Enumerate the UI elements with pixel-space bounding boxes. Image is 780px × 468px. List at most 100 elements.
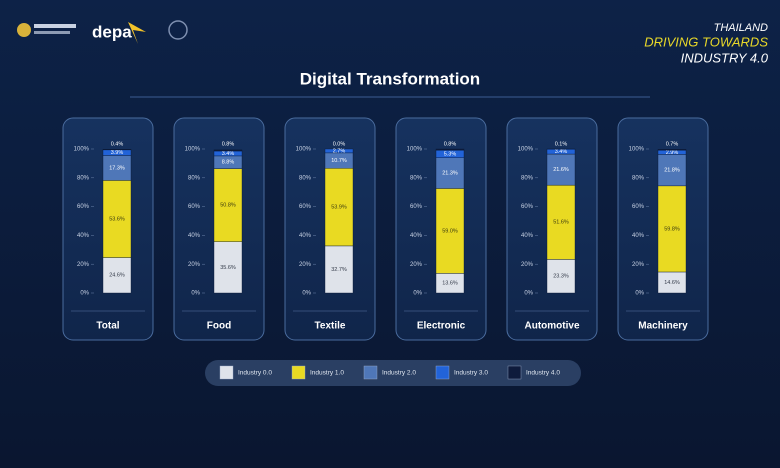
y-tick-label: 60% [521, 204, 534, 210]
legend-swatch [219, 365, 234, 380]
logo: depa [92, 22, 132, 41]
y-tick-label: 80% [188, 175, 201, 181]
tagline: THAILAND [714, 22, 768, 34]
value-label: 3.9% [111, 150, 124, 156]
x-tick-label: Machinery [638, 321, 688, 332]
value-label: 0.1% [555, 141, 568, 147]
y-tick-label: 60% [188, 204, 201, 210]
bar-segment [657, 149, 687, 151]
x-tick-label: Textile [315, 321, 346, 332]
legend-label: Industry 0.0 [238, 370, 272, 377]
value-label: 21.8% [664, 168, 680, 174]
legend-swatch [435, 365, 450, 380]
y-tick-label: 0% [635, 291, 644, 297]
bar-segment [546, 259, 576, 294]
bar-segment [213, 241, 243, 294]
y-tick-label: 80% [521, 175, 534, 181]
value-label: 2.7% [333, 148, 346, 154]
logo-mark [128, 22, 146, 44]
value-label: 0.8% [444, 141, 457, 147]
value-label: 21.6% [553, 167, 569, 173]
y-tick-label: 60% [632, 204, 645, 210]
y-tick-label: 0% [413, 291, 422, 297]
y-tick-label: 40% [410, 233, 423, 239]
legend-label: Industry 1.0 [310, 370, 344, 377]
y-tick-label: 0% [302, 291, 311, 297]
value-label: 3.4% [555, 149, 568, 155]
value-label: 13.6% [442, 281, 458, 287]
bar-segment [324, 148, 354, 154]
x-tick-label: Total [96, 321, 119, 332]
value-label: 8.8% [222, 160, 235, 166]
legend-swatch [507, 365, 522, 380]
legend-label: Industry 4.0 [526, 370, 560, 377]
legend-label: Industry 3.0 [454, 370, 488, 377]
y-tick-label: 100% [518, 147, 534, 153]
value-label: 17.3% [109, 165, 125, 171]
bar-segment [435, 188, 465, 274]
y-tick-label: 60% [77, 204, 90, 210]
y-tick-label: 20% [632, 262, 645, 268]
value-label: 59.8% [664, 226, 680, 232]
y-tick-label: 40% [188, 233, 201, 239]
y-tick-label: 40% [632, 233, 645, 239]
x-tick-label: Electronic [417, 321, 466, 332]
value-label: 50.8% [220, 203, 236, 209]
value-label: 59.0% [442, 228, 458, 234]
bar-segment [435, 148, 465, 151]
bar-segment [102, 149, 132, 151]
bar-segment [546, 184, 576, 260]
y-tick-label: 20% [299, 262, 312, 268]
y-tick-label: 60% [299, 204, 312, 210]
value-label: 0.4% [111, 141, 124, 147]
bar-segment [546, 153, 576, 186]
legend-label: Industry 2.0 [382, 370, 416, 377]
y-tick-label: 80% [77, 175, 90, 181]
y-tick-label: 80% [632, 175, 645, 181]
y-tick-label: 100% [296, 147, 312, 153]
bar-segment [213, 149, 243, 152]
value-label: 0.0% [333, 141, 346, 147]
value-label: 2.9% [666, 150, 679, 156]
value-label: 35.6% [220, 265, 236, 271]
x-tick-label: Automotive [525, 321, 580, 332]
logo-icon [17, 23, 31, 37]
bar-segment [435, 157, 465, 189]
logo-text-block [34, 24, 76, 28]
bar-segment [102, 180, 132, 258]
bar-segment [102, 257, 132, 294]
value-label: 14.6% [664, 280, 680, 286]
value-label: 53.9% [331, 205, 347, 211]
value-label: 21.3% [442, 171, 458, 177]
y-tick-label: 100% [74, 147, 90, 153]
y-tick-label: 40% [521, 233, 534, 239]
y-tick-label: 80% [299, 175, 312, 181]
y-tick-label: 60% [410, 204, 423, 210]
logo-text-block [34, 31, 70, 34]
y-tick-label: 80% [410, 175, 423, 181]
y-tick-label: 20% [521, 262, 534, 268]
legend-swatch [291, 365, 306, 380]
tagline: INDUSTRY 4.0 [681, 50, 769, 65]
value-label: 32.7% [331, 267, 347, 273]
y-tick-label: 100% [407, 147, 423, 153]
value-label: 51.6% [553, 220, 569, 226]
y-tick-label: 20% [77, 262, 90, 268]
bar-segment [324, 168, 354, 247]
y-tick-label: 100% [185, 147, 201, 153]
legend-swatch [363, 365, 378, 380]
bar-segment [324, 245, 354, 294]
value-label: 0.8% [222, 141, 235, 147]
value-label: 10.7% [331, 158, 347, 164]
value-label: 23.3% [553, 274, 569, 280]
x-tick-label: Food [207, 321, 231, 332]
y-tick-label: 0% [524, 291, 533, 297]
y-tick-label: 40% [77, 233, 90, 239]
bar-segment [102, 155, 132, 181]
chart-title: Digital Transformation [300, 69, 480, 88]
y-tick-label: 100% [629, 147, 645, 153]
y-tick-label: 0% [80, 291, 89, 297]
value-label: 0.7% [666, 141, 679, 147]
